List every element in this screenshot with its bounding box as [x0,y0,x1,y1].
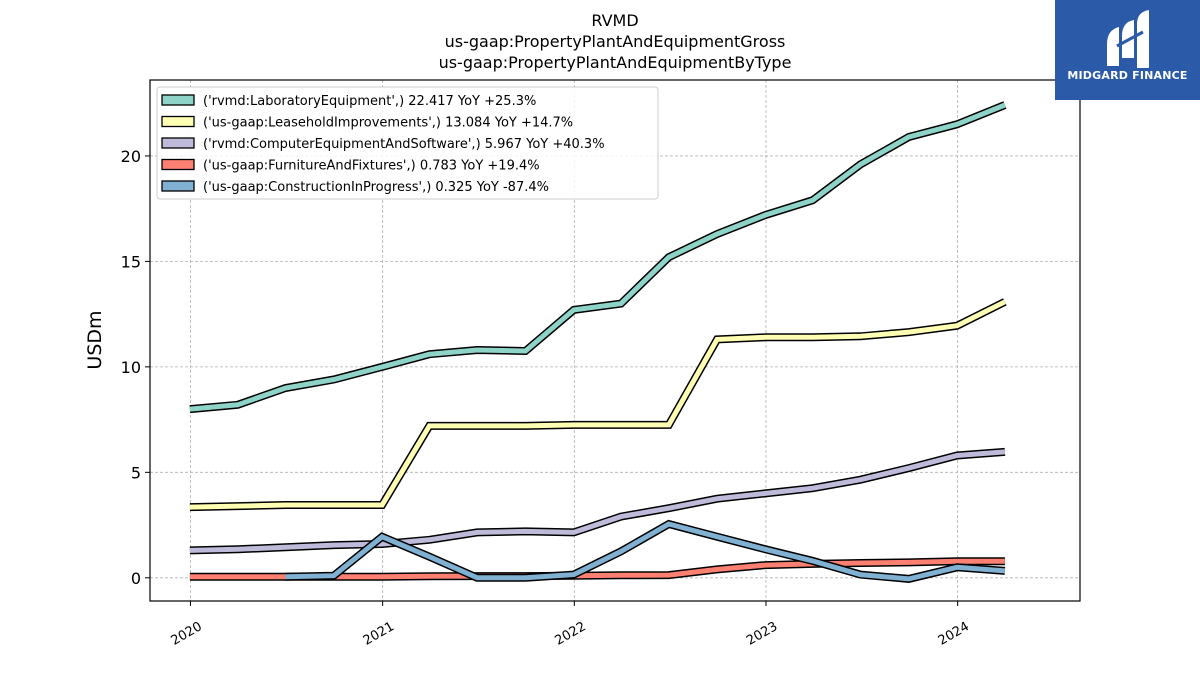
series-line [189,299,1007,510]
legend-swatch [161,115,195,128]
legend-swatch [161,180,195,192]
y-tick-label: 15 [121,252,141,271]
y-axis-label: USDm [84,310,106,369]
series-layer [189,101,1007,583]
series-line [189,449,1006,553]
legend-label: ('us-gaap:ConstructionInProgress',) 0.32… [203,180,549,195]
series-line [285,521,1006,582]
chart-title: RVMD us-gaap:PropertyPlantAndEquipmentGro… [439,11,792,72]
legend-item: ('us-gaap:FurnitureAndFixtures',) 0.783 … [161,158,540,174]
y-tick-label: 5 [131,463,141,482]
legend-item: ('us-gaap:ConstructionInProgress',) 0.32… [161,180,549,195]
chart-title-line: us-gaap:PropertyPlantAndEquipmentGross [445,32,786,51]
chart-title-line: us-gaap:PropertyPlantAndEquipmentByType [439,53,792,72]
x-tick-label: 2020 [169,619,205,649]
legend-swatch [161,94,195,106]
series-0 [189,101,1007,414]
x-tick-label: 2022 [552,619,588,649]
legend-item: ('rvmd:LaboratoryEquipment',) 22.417 YoY… [161,94,536,109]
legend-label: ('us-gaap:LeaseholdImprovements',) 13.08… [203,116,573,131]
x-tick-label: 2023 [744,619,780,649]
legend-label: ('rvmd:ComputerEquipmentAndSoftware',) 5… [203,137,605,152]
legend-item: ('rvmd:ComputerEquipmentAndSoftware',) 5… [161,137,605,152]
plot-frame [149,79,1081,602]
legend-swatch [161,158,195,171]
legend-label: ('rvmd:LaboratoryEquipment',) 22.417 YoY… [203,94,536,109]
logo-mark-icon [1107,10,1149,68]
legend: ('rvmd:LaboratoryEquipment',) 22.417 YoY… [156,86,659,200]
logo-text: MIDGARD FINANCE [1067,69,1188,82]
midgard-finance-logo: MIDGARD FINANCE [1055,0,1200,100]
series-1 [189,298,1007,512]
y-tick-label: 20 [121,147,141,166]
x-tick-label: 2021 [361,619,397,649]
x-tick-label: 2024 [936,619,972,649]
series-4 [285,519,1006,583]
y-tick-label: 10 [121,358,141,377]
legend-box [156,86,659,200]
y-tick-label: 0 [131,569,141,588]
legend-swatch [161,137,195,149]
legend-label: ('us-gaap:FurnitureAndFixtures',) 0.783 … [203,159,540,174]
series-line [189,102,1006,412]
chart-title-line: RVMD [591,11,638,30]
series-line-outline [285,519,1006,583]
series-2 [189,447,1006,555]
legend-item: ('us-gaap:LeaseholdImprovements',) 13.08… [161,115,573,131]
